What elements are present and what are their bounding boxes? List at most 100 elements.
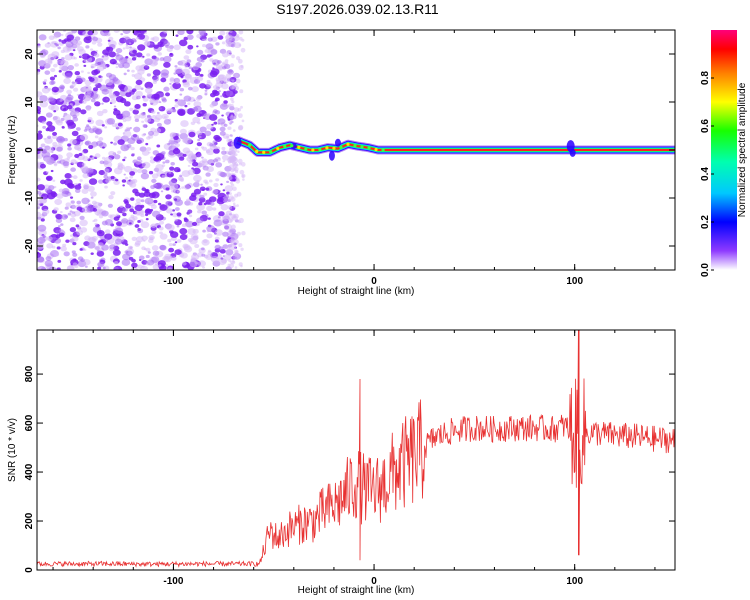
noise-blob — [208, 114, 218, 121]
noise-blob — [122, 212, 127, 217]
x-tick-label: 100 — [566, 276, 583, 287]
noise-blob — [154, 99, 160, 104]
noise-blob — [203, 192, 208, 196]
noise-blob — [125, 243, 129, 246]
noise-blob — [214, 136, 222, 142]
noise-blob — [107, 39, 111, 42]
noise-blob — [227, 160, 232, 164]
noise-blob — [136, 52, 143, 58]
noise-blob — [161, 97, 167, 102]
noise-blob — [197, 260, 206, 267]
noise-blob — [128, 222, 132, 225]
noise-blob — [204, 167, 209, 171]
noise-blob — [223, 100, 228, 104]
noise-blob — [147, 130, 155, 136]
noise-blob — [217, 74, 227, 82]
noise-blob — [153, 156, 160, 162]
noise-blob — [72, 241, 77, 246]
noise-blob — [53, 207, 59, 212]
noise-blob — [225, 41, 233, 48]
noise-blob — [58, 39, 62, 42]
noise-blob — [64, 173, 72, 179]
noise-blob — [97, 42, 103, 47]
noise-blob — [178, 156, 185, 161]
noise-blob — [66, 119, 75, 126]
noise-blob — [218, 258, 227, 266]
noise-blob — [67, 193, 72, 197]
noise-blob — [223, 254, 232, 261]
noise-blob — [134, 84, 142, 90]
noise-blob — [142, 97, 149, 102]
noise-blob — [236, 177, 240, 182]
noise-blob — [47, 135, 52, 139]
noise-blob — [161, 174, 166, 179]
noise-blob — [222, 189, 226, 192]
noise-blob — [62, 161, 70, 167]
noise-blob — [165, 159, 170, 164]
noise-blob — [59, 65, 64, 70]
spectrogram-plot-area — [37, 30, 675, 270]
noise-blob — [237, 150, 240, 154]
noise-blob — [219, 126, 226, 132]
noise-blob — [69, 227, 77, 233]
noise-blob — [124, 85, 133, 93]
noise-blob — [196, 76, 204, 82]
noise-blob — [159, 233, 168, 240]
y-tick-label: 400 — [24, 463, 35, 480]
noise-blob — [136, 168, 143, 174]
noise-blob — [59, 94, 68, 101]
noise-blob — [169, 132, 176, 138]
noise-blob — [136, 156, 142, 161]
noise-blob — [85, 106, 91, 111]
noise-blob — [191, 86, 199, 93]
noise-blob — [80, 55, 83, 58]
noise-blob — [134, 73, 143, 80]
noise-blob — [87, 185, 95, 192]
noise-blob — [226, 38, 232, 44]
noise-blob — [214, 244, 221, 250]
noise-blob — [95, 58, 104, 65]
noise-blob — [226, 180, 230, 184]
noise-blob — [210, 201, 215, 205]
noise-blob — [213, 148, 220, 154]
noise-blob — [55, 213, 63, 220]
noise-blob — [196, 45, 199, 48]
noise-blob — [153, 168, 157, 171]
noise-blob — [80, 70, 84, 73]
noise-blob — [150, 110, 156, 114]
noise-blob — [75, 127, 81, 131]
noise-blob — [177, 30, 185, 36]
noise-blob — [207, 37, 213, 42]
noise-blob — [145, 218, 149, 221]
noise-blob — [95, 82, 99, 85]
noise-blob — [60, 246, 67, 252]
noise-blob — [55, 253, 60, 257]
noise-blob — [42, 196, 46, 199]
noise-blob — [204, 89, 208, 92]
noise-blob — [40, 143, 46, 148]
noise-blob — [132, 216, 138, 221]
noise-blob — [142, 265, 145, 268]
noise-blob — [109, 244, 116, 250]
noise-blob — [196, 130, 203, 136]
noise-blob — [51, 51, 60, 58]
noise-blob — [59, 228, 64, 233]
noise-blob — [146, 114, 151, 118]
noise-blob — [213, 219, 223, 227]
noise-blob — [226, 105, 230, 108]
noise-blob — [207, 249, 212, 253]
noise-blob — [230, 103, 234, 108]
noise-blob — [58, 119, 63, 123]
noise-blob — [226, 35, 230, 39]
noise-blob — [232, 129, 236, 132]
noise-blob — [130, 266, 138, 270]
noise-blob — [213, 182, 219, 188]
noise-blob — [69, 206, 73, 209]
noise-blob — [106, 46, 114, 52]
noise-blob — [240, 105, 243, 109]
spectrogram-xlabel: Height of straight line (km) — [298, 286, 415, 297]
track-speckle — [248, 143, 252, 147]
noise-blob — [115, 178, 119, 182]
noise-blob — [44, 58, 53, 66]
noise-blob — [183, 184, 191, 190]
